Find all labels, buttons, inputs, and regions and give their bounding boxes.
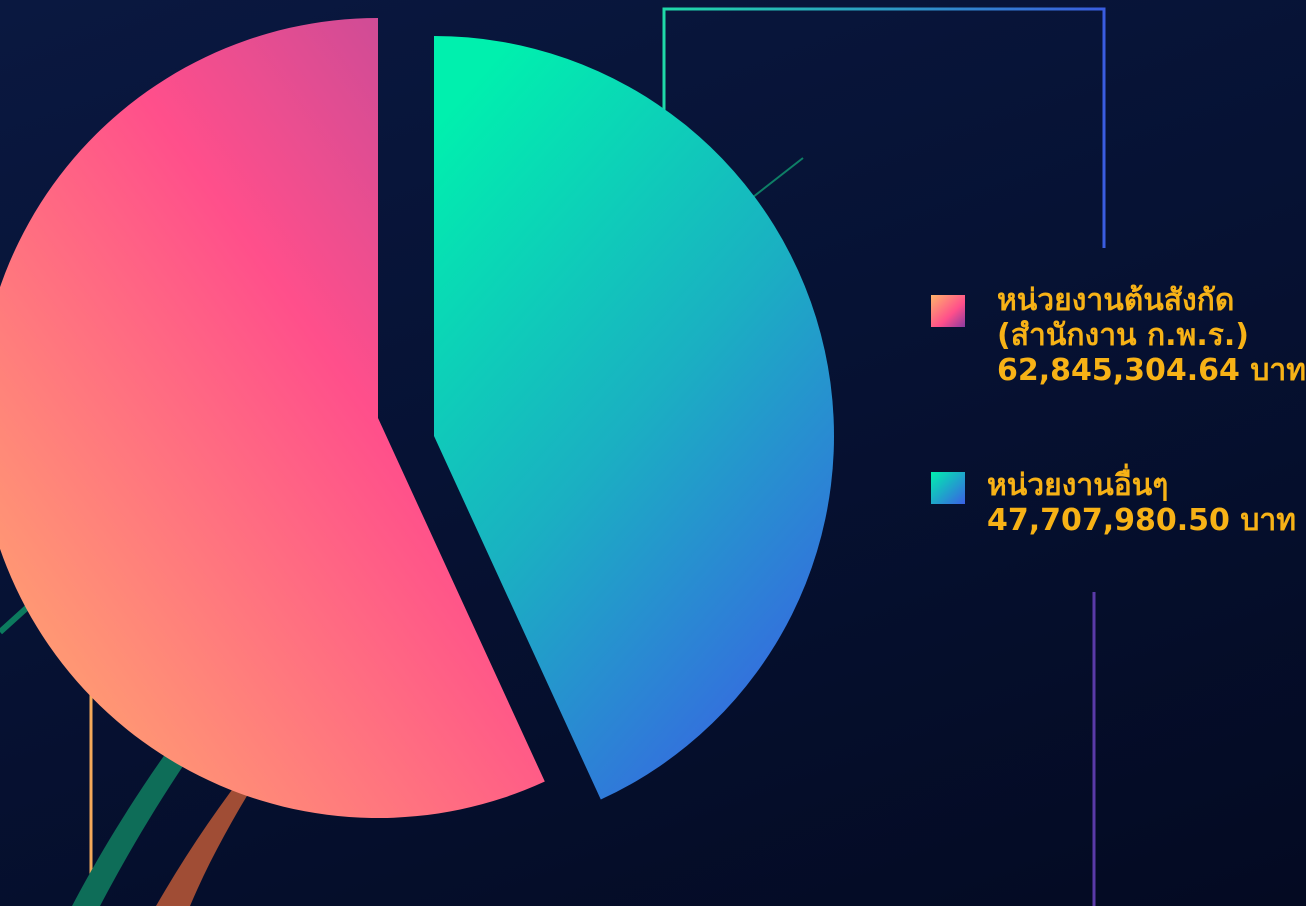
legend-swatch-other-agencies [931, 472, 965, 504]
legend-label-line1: หน่วยงานต้นสังกัด [997, 283, 1235, 318]
legend-value: 47,707,980.50 บาท [987, 503, 1297, 538]
pie-slice-other-agencies [434, 36, 834, 800]
legend-label-line1: หน่วยงานอื่นๆ [987, 468, 1169, 503]
pie-slice-parent-agency [0, 18, 545, 818]
pie-slices [0, 18, 834, 818]
deco-frame-line [662, 7, 1106, 248]
legend-swatch-parent-agency [931, 295, 965, 327]
legend-label-line2: (สำนักงาน ก.พ.ร.) [997, 318, 1249, 353]
legend-value: 62,845,304.64 บาท [997, 353, 1306, 388]
deco-green-swoosh [72, 492, 410, 906]
